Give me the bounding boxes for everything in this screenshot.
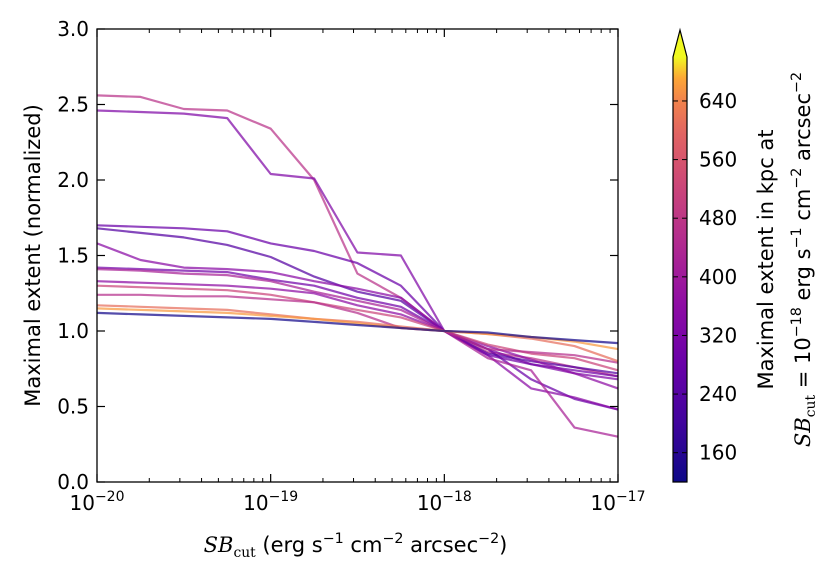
y-axis-label: Maximal extent (normalized) [21,104,45,407]
series-line-7 [96,268,619,438]
series-line-10 [97,293,619,364]
colorbar-tick-label: 400 [699,265,737,289]
colorbar-label-line1: Maximal extent in kpc at [754,129,778,389]
series-line-8 [96,280,619,390]
y-tick-label: 0.0 [57,470,89,494]
colorbar-tick-label: 560 [699,148,737,172]
y-tick-label: 1.5 [57,244,89,268]
axes: 0.0 0.5 1.0 1.5 2.0 2.5 3.0 10−20 10−19 10−18 10−1… [21,17,646,561]
y-tick-label: 1.0 [57,319,89,343]
y-tick-label: 3.0 [57,17,89,41]
colorbar-tick-label: 480 [699,206,737,230]
series-line-9 [96,284,619,372]
x-tick-label: 10−20 [70,489,125,515]
colorbar-extend-arrow [673,30,687,57]
y-tick-label: 0.5 [57,395,89,419]
series-line-3 [96,224,619,411]
x-tick-label: 10−19 [243,489,298,515]
series-line-13 [96,311,619,345]
x-tick-label: 10−18 [417,489,472,515]
colorbar-gradient [673,57,687,482]
y-tick-label: 2.5 [57,93,89,117]
series-line-5 [96,242,619,411]
colorbar-tick-label: 160 [699,441,737,465]
colorbar: 160 240 320 400 480 560 640 Maximal extent in k… [672,27,819,483]
series-line-4 [96,227,619,375]
colorbar-tick-label: 320 [699,323,737,347]
colorbar-tick-label: 640 [699,89,737,113]
colorbar-tick-label: 240 [699,382,737,406]
x-axis-label: SBcut​ (erg s−1​ cm−2​ arcsec−2​) [204,531,508,561]
plot-frame [96,28,619,483]
colorbar-label-line2: SBcut​ = 10−18​ erg s−1​ cm−2​ arcsec−2​ [789,72,819,447]
series-line-6 [96,266,619,378]
series-line-11 [96,304,619,363]
plot-lines [96,94,619,438]
y-tick-label: 2.0 [57,168,89,192]
x-tick-label: 10−17 [591,489,646,515]
series-line-1 [96,94,619,378]
colorbar-outline [672,27,688,483]
